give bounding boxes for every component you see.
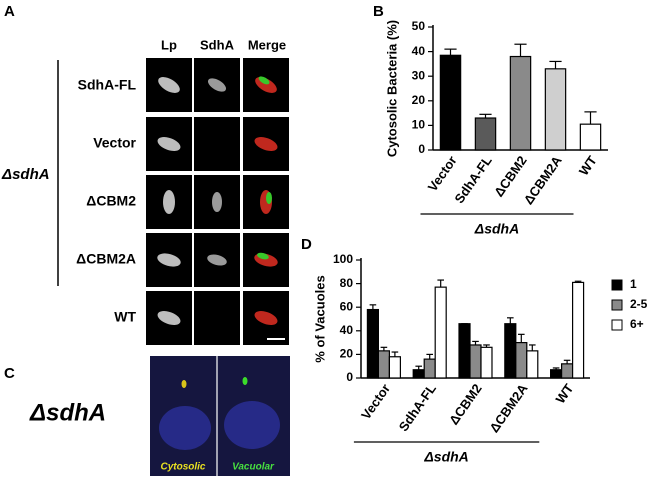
x-tick-label: ΔCBM2A	[486, 381, 531, 436]
y-tick-label: 0	[346, 370, 353, 384]
group-label: ΔsdhA	[474, 221, 519, 237]
bar	[366, 308, 380, 379]
bar	[544, 68, 567, 151]
y-tick-label: 60	[340, 299, 354, 313]
bacterium	[158, 77, 180, 93]
column-header: SdhA	[200, 37, 235, 52]
row-label: ΔCBM2A	[76, 251, 136, 267]
x-tick-label: WT	[576, 153, 600, 178]
bar	[458, 323, 471, 379]
legend-swatch	[611, 299, 623, 311]
sdha-signal	[207, 78, 227, 92]
panel-letter: D	[301, 236, 312, 253]
bar	[504, 323, 517, 379]
sdha-signal	[266, 192, 272, 204]
nucleus	[224, 401, 280, 449]
column-header: Lp	[161, 37, 177, 52]
row-label: SdhA-FL	[78, 77, 137, 93]
bar	[561, 363, 574, 379]
bacterium	[157, 137, 181, 151]
bar	[377, 350, 390, 379]
legend-label: 1	[630, 277, 637, 291]
x-tick-label: WT	[552, 381, 576, 406]
y-tick-label: 80	[340, 276, 354, 290]
y-tick-label: 50	[412, 19, 426, 33]
group-label: ΔsdhA	[423, 449, 468, 465]
y-tick-label: 10	[412, 118, 426, 132]
sdha-signal	[258, 76, 270, 85]
y-axis-label: % of Vacuoles	[312, 275, 327, 362]
bacterium	[157, 253, 181, 267]
x-tick-label: Vector	[425, 153, 460, 194]
legend-swatch	[611, 319, 623, 331]
y-tick-label: 0	[418, 142, 425, 156]
legend-swatch	[611, 279, 623, 291]
bacterium	[254, 311, 278, 325]
sdha-signal	[257, 252, 269, 260]
panel-letter: A	[4, 3, 15, 20]
bacterium	[157, 311, 181, 325]
bar	[480, 346, 493, 379]
x-tick-label: Vector	[358, 381, 393, 422]
y-tick-label: 40	[340, 323, 354, 337]
bacterium	[254, 137, 278, 151]
image-label: Cytosolic	[160, 462, 205, 473]
nucleus	[159, 406, 211, 450]
panel-letter: B	[373, 3, 384, 20]
micrograph-grid	[146, 58, 289, 345]
bacterium	[163, 190, 175, 214]
bar	[571, 281, 585, 379]
bacterium	[242, 377, 248, 385]
y-axis-label: Cytosolic Bacteria (%)	[384, 20, 399, 157]
row-label: WT	[114, 309, 136, 325]
bar	[474, 117, 497, 151]
bar	[579, 123, 602, 151]
bar	[526, 350, 539, 379]
image-label: Vacuolar	[232, 462, 275, 473]
bar	[439, 54, 462, 151]
column-header: Merge	[248, 37, 286, 52]
y-tick-label: 20	[412, 93, 426, 107]
sdha-signal	[207, 254, 227, 266]
bar	[509, 55, 532, 151]
micrograph-tile	[194, 291, 240, 345]
y-tick-label: 30	[412, 68, 426, 82]
strain-label: ΔsdhA	[29, 399, 106, 426]
bar	[423, 358, 436, 379]
row-label: Vector	[93, 135, 136, 151]
bar	[550, 369, 563, 379]
bar	[412, 369, 425, 379]
y-tick-label: 100	[333, 252, 353, 266]
x-tick-label: ΔCBM2	[446, 381, 485, 427]
x-tick-label: SdhA-FL	[396, 381, 439, 434]
row-label: ΔCBM2	[86, 193, 136, 209]
sdha-signal	[212, 192, 222, 212]
panel-letter: C	[4, 365, 15, 382]
bar	[388, 356, 401, 379]
legend-label: 2-5	[630, 297, 648, 311]
bacterium	[181, 380, 187, 388]
legend-label: 6+	[630, 317, 644, 331]
group-label: ΔsdhA	[1, 166, 50, 183]
micrograph-tile	[194, 117, 240, 171]
bar	[469, 344, 482, 379]
bar	[515, 342, 528, 379]
y-tick-label: 20	[340, 347, 354, 361]
y-tick-label: 40	[412, 44, 426, 58]
bar	[434, 286, 447, 379]
